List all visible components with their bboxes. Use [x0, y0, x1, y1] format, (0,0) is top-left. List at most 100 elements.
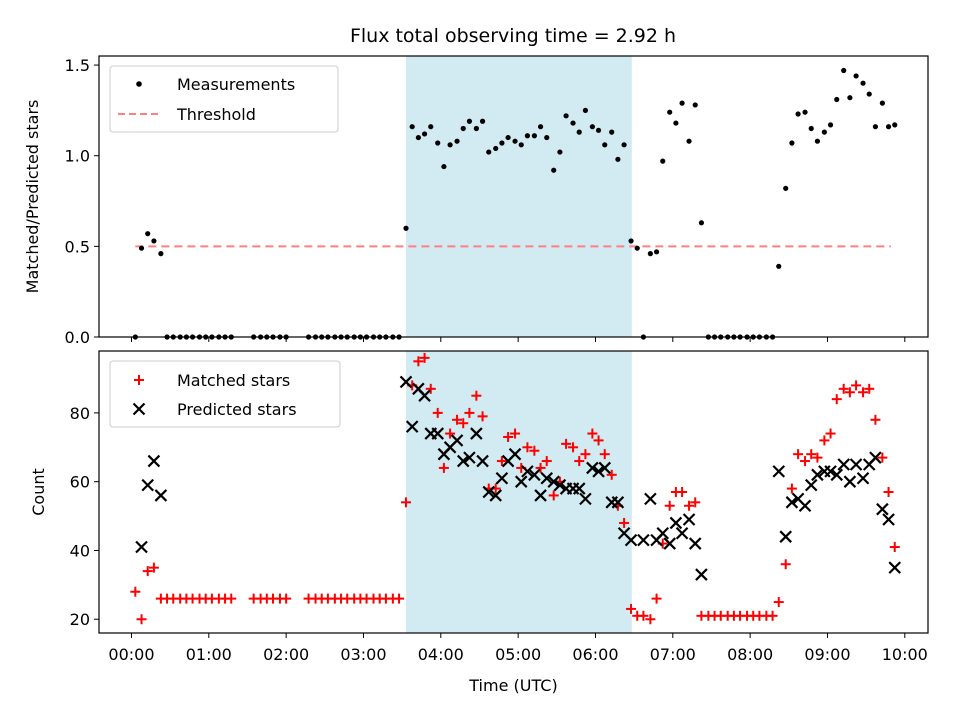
matched-point	[812, 452, 823, 463]
bottom-x-ticks: 00:00 01:00 02:00 03:00 04:00 05:00 06:00 07:00…	[108, 633, 928, 664]
predicted-point	[495, 471, 509, 485]
measurement-point	[783, 185, 789, 191]
measurement-point	[524, 133, 531, 139]
x-tick-label: 00:00	[108, 645, 154, 664]
measurement-point	[621, 142, 627, 148]
predicted-point	[856, 471, 870, 485]
cross-b	[586, 461, 599, 475]
measurement-point	[428, 124, 434, 130]
measurement-point	[814, 138, 821, 144]
cross-b	[598, 461, 612, 475]
x-tick-label: 01:00	[186, 645, 232, 664]
measurement-point	[537, 124, 544, 130]
cross-b	[572, 482, 586, 495]
x-tick-label: 09:00	[804, 645, 850, 664]
bottom-legend-box	[109, 360, 341, 428]
predicted-point	[675, 526, 689, 540]
matched-point	[561, 438, 572, 449]
cross-b	[791, 492, 805, 506]
predicted-point	[837, 458, 850, 471]
measurement-point	[602, 142, 608, 148]
measurement-point	[460, 125, 466, 132]
top-y-tick-label: 0.0	[65, 328, 90, 347]
matched-point	[606, 469, 617, 480]
measurement-point	[647, 251, 653, 257]
x-tick-label: 02:00	[263, 645, 309, 664]
legend-marker-predicted	[132, 402, 146, 416]
cross-b	[837, 458, 850, 471]
matched-point	[445, 428, 456, 439]
predicted-point	[882, 513, 895, 526]
matched-point	[281, 593, 292, 604]
legend-marker-matched	[134, 375, 144, 385]
measurement-point	[473, 125, 479, 132]
predicted-point	[553, 478, 567, 492]
cross-b	[669, 516, 683, 530]
measurement-point	[466, 118, 473, 124]
cross-b	[141, 478, 154, 492]
matched-point	[619, 517, 630, 528]
measurement-point	[570, 120, 576, 126]
measurement-point	[493, 145, 499, 152]
predicted-point	[431, 427, 444, 440]
predicted-point	[830, 468, 844, 482]
matched-point	[148, 562, 159, 573]
matched-point	[568, 442, 579, 453]
bottom-y-ticks: 20 40 60 80	[70, 404, 99, 629]
measurement-point	[454, 138, 460, 144]
matched-point	[226, 593, 237, 604]
top-y-tick-label: 0.5	[65, 237, 90, 256]
matched-point	[864, 383, 875, 394]
legend-label-measurements: Measurements	[177, 75, 295, 94]
matched-point	[889, 542, 900, 553]
matched-point	[773, 597, 784, 608]
cross-b	[644, 492, 657, 506]
measurement-point	[531, 133, 537, 139]
predicted-point	[147, 454, 161, 468]
measurement-point	[582, 107, 589, 113]
x-tick-label: 08:00	[727, 645, 773, 664]
measurement-point	[518, 142, 524, 148]
legend-label-threshold: Threshold	[176, 105, 256, 124]
cross-b	[830, 468, 844, 482]
cross-b	[405, 420, 419, 433]
predicted-point	[669, 516, 683, 530]
cross-b	[489, 489, 502, 502]
predicted-point	[849, 458, 863, 471]
cross-b	[611, 496, 625, 509]
measurement-point	[447, 142, 453, 148]
cross-b	[798, 499, 812, 513]
matched-point	[883, 487, 894, 497]
predicted-point	[611, 496, 625, 509]
measurement-point	[615, 156, 621, 162]
matched-point	[548, 490, 559, 501]
predicted-point	[798, 499, 812, 513]
matched-point	[580, 449, 591, 460]
measurement-point	[866, 91, 872, 97]
cross-b	[882, 513, 895, 526]
matched-point	[664, 500, 675, 511]
measurement-point	[441, 163, 447, 170]
measurement-point	[138, 245, 145, 251]
measurement-point	[609, 129, 615, 135]
matched-point	[587, 428, 598, 439]
cross-b	[547, 475, 560, 488]
measurement-point	[421, 131, 428, 137]
cross-b	[476, 454, 489, 468]
matched-point	[651, 593, 662, 604]
measurement-point	[415, 134, 421, 141]
top-legend: Measurements Threshold	[109, 65, 339, 133]
predicted-point	[586, 461, 599, 475]
predicted-point	[843, 475, 857, 488]
cross-b	[849, 458, 863, 471]
matched-point	[452, 414, 463, 425]
predicted-point	[779, 530, 792, 543]
cross-b	[856, 471, 870, 485]
cross-b	[456, 454, 470, 468]
measurement-point	[827, 122, 834, 128]
measurement-point	[595, 127, 602, 133]
measurement-point	[403, 225, 409, 231]
bottom-y-axis-label: Count	[29, 468, 48, 516]
cross-b	[154, 489, 168, 502]
